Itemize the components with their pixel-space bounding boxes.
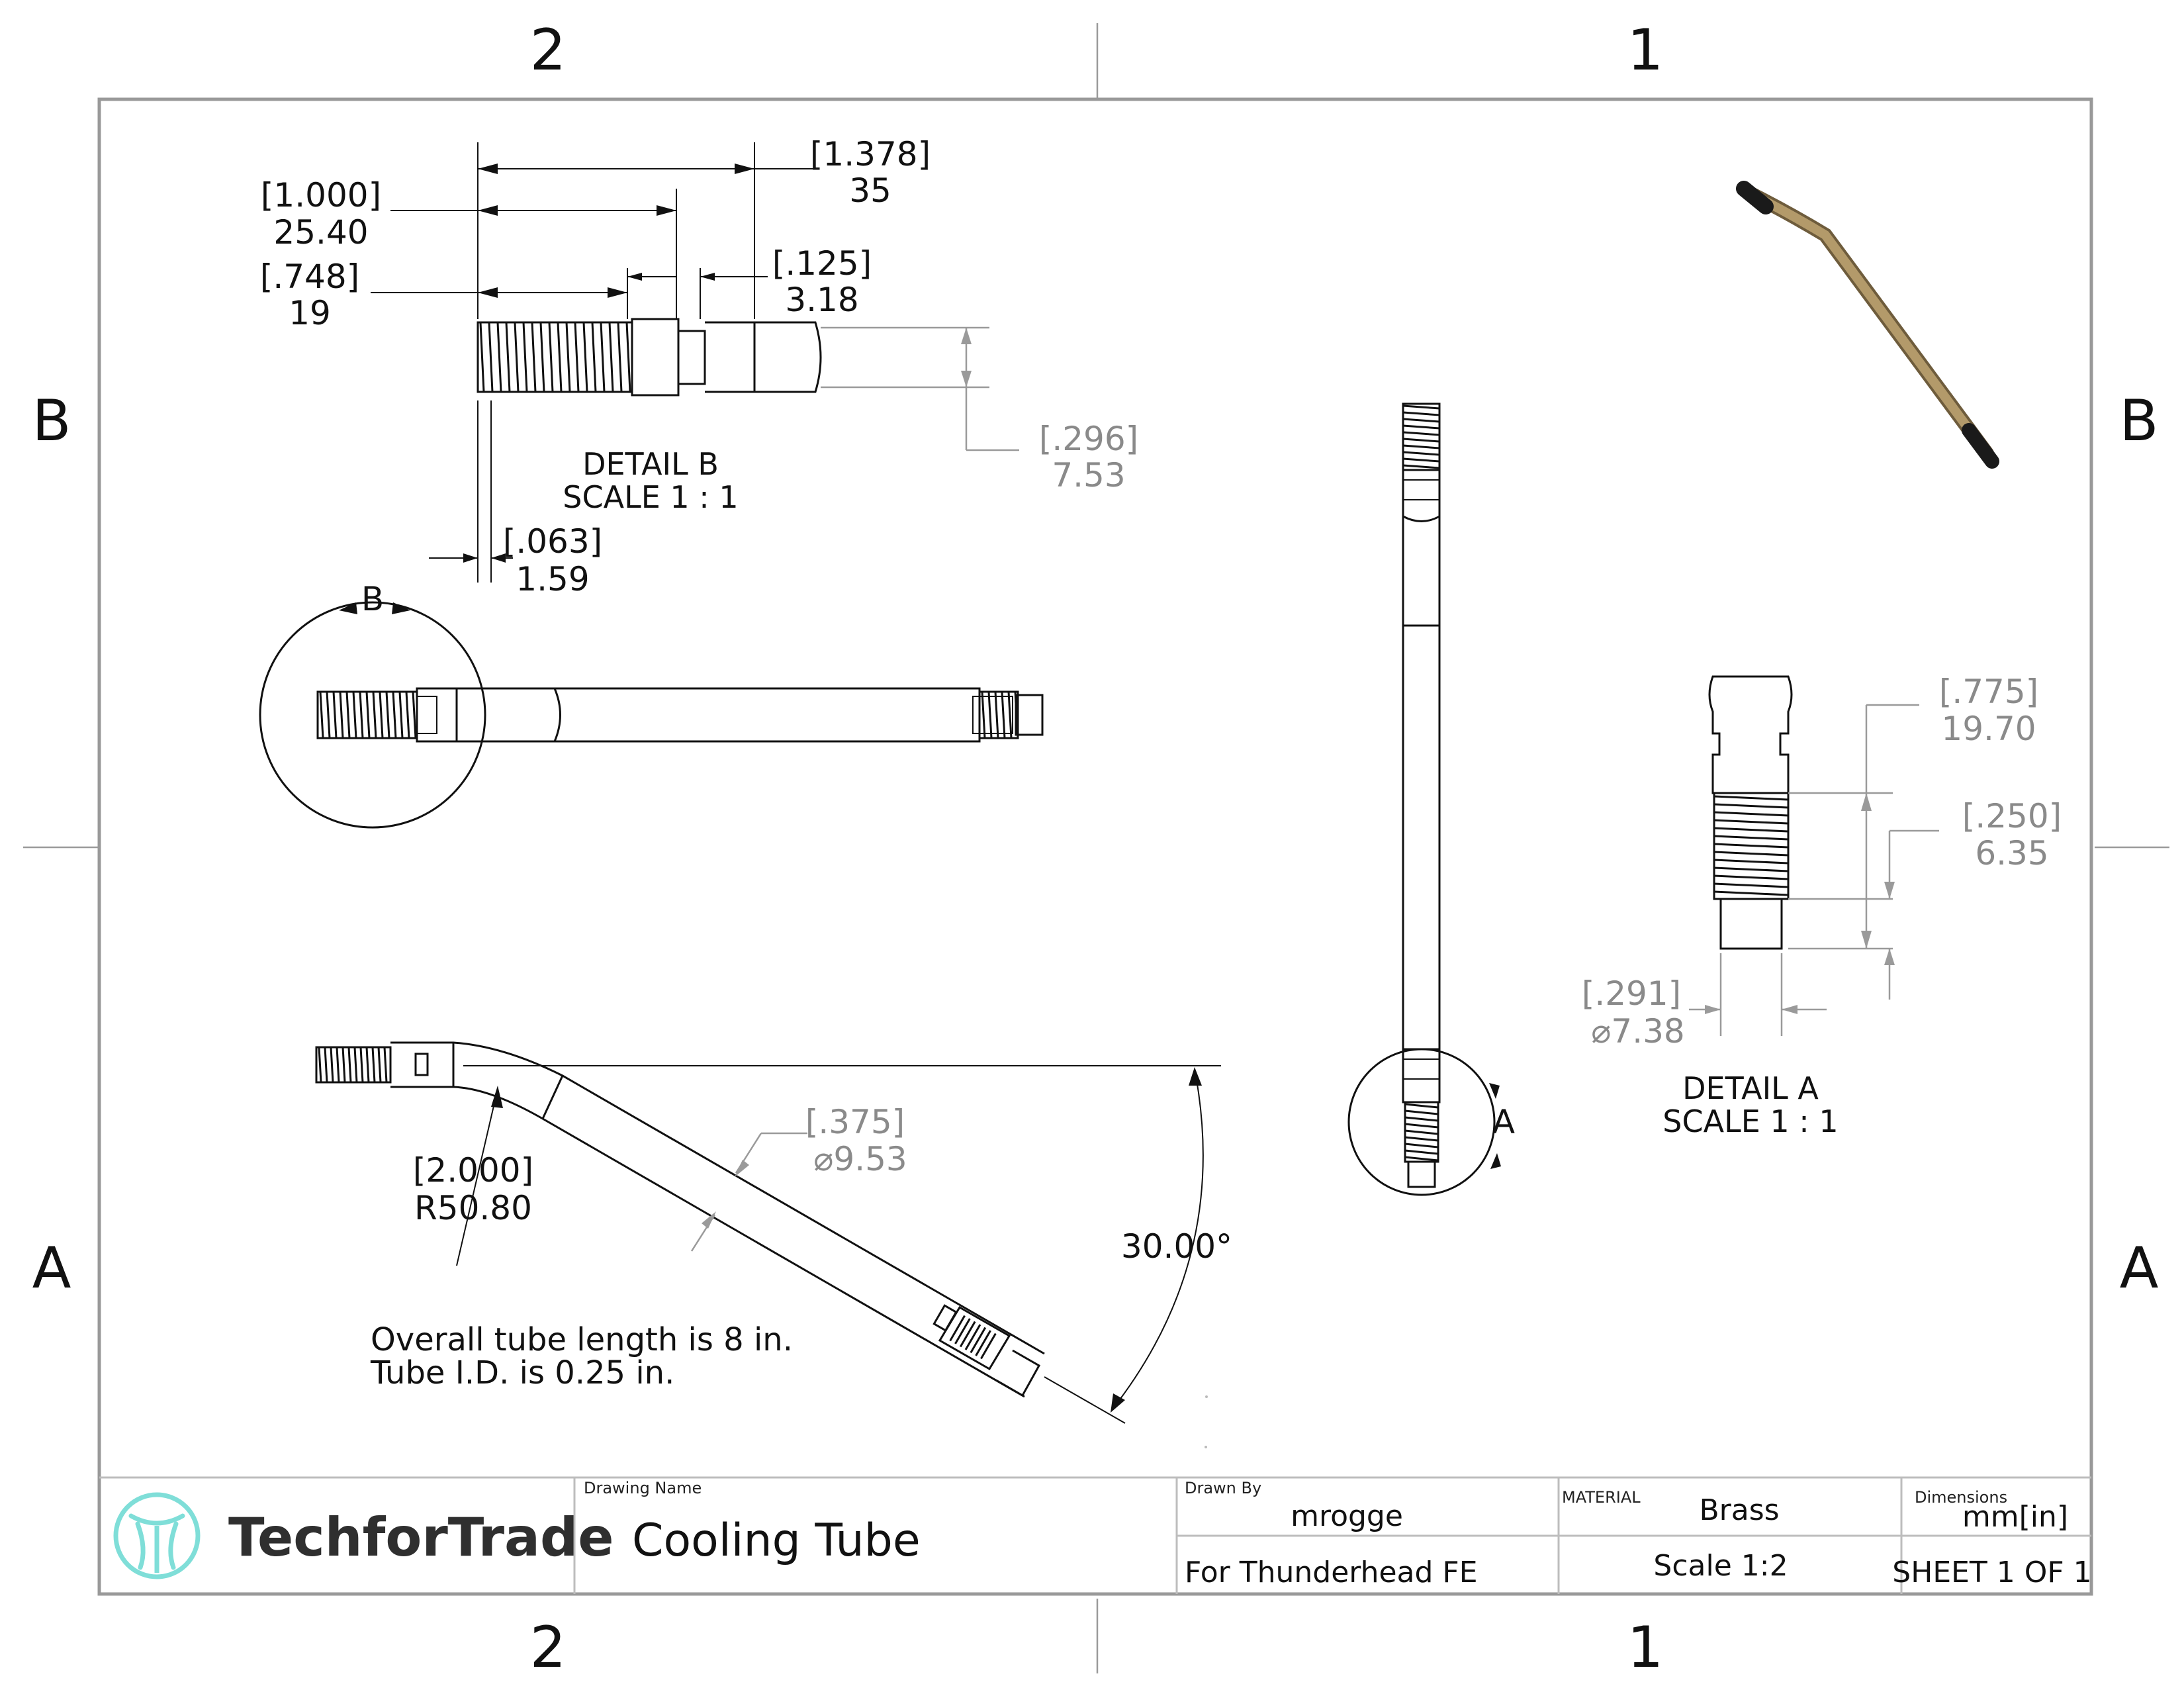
zone-label-right-b: B (2120, 388, 2159, 454)
detail-a-scale: SCALE 1 : 1 (1662, 1103, 1838, 1139)
horizontal-thread-left (319, 691, 417, 739)
dimensions-label: Dimensions (1915, 1488, 2007, 1507)
material-label: MATERIAL (1562, 1488, 1641, 1507)
zone-label-left-a: A (32, 1235, 71, 1301)
dim-b-125-in: [.125] (772, 244, 872, 283)
drawing-name-label: Drawing Name (584, 1479, 702, 1497)
dimensions-value: mm[in] (1962, 1500, 2068, 1534)
zone-label-top-2: 2 (530, 17, 567, 83)
scale-value: Scale 1:2 (1653, 1549, 1788, 1583)
detail-b-scale: SCALE 1 : 1 (563, 479, 738, 515)
dim-b-159-mm: 1.59 (516, 560, 589, 598)
vertical-tube-view: A (1347, 402, 1515, 1196)
dim-b-2540-mm: 25.40 (273, 213, 368, 252)
title-block: TechforTrade Drawing Name Cooling Tube D… (99, 1476, 2092, 1594)
dim-radius-mm: R50.80 (414, 1189, 532, 1227)
dim-a-738-mm: ⌀7.38 (1591, 1012, 1684, 1051)
company-name: TechforTrade (228, 1507, 614, 1568)
detail-b-callout: B (361, 580, 384, 618)
drawn-by-label: Drawn By (1185, 1479, 1261, 1497)
dim-b-063-in: [.063] (503, 522, 602, 561)
dim-a-291-in: [.291] (1582, 974, 1681, 1013)
drawing-name: Cooling Tube (632, 1515, 921, 1567)
zone-label-bottom-2: 2 (530, 1615, 567, 1681)
dim-b-19-mm: 19 (289, 294, 331, 332)
dim-b-35-mm: 35 (849, 171, 891, 210)
drawing-frame (97, 97, 2093, 1596)
dim-radius-in: [2.000] (413, 1151, 533, 1190)
dim-a-775-in: [.775] (1939, 673, 2038, 711)
vertical-thread-top (1402, 404, 1440, 469)
dim-angle: 30.00° (1121, 1227, 1232, 1266)
dim-tube-dia-mm: ⌀9.53 (813, 1140, 907, 1178)
bent-tube-view: 30.00° [2.000] R50.80 [.375] ⌀9.53 Overa… (315, 1041, 1232, 1424)
detail-a-callout: A (1492, 1103, 1515, 1141)
detail-a-title: DETAIL A (1682, 1070, 1819, 1106)
dim-b-1378-in: [1.378] (810, 135, 931, 173)
company-logo-icon (113, 1492, 201, 1579)
dim-a-1970-mm: 19.70 (1941, 710, 2036, 748)
dim-a-635-mm: 6.35 (1975, 834, 2048, 872)
sheet-number: SHEET 1 OF 1 (1892, 1556, 2091, 1589)
vertical-thread-bottom (1404, 1103, 1439, 1162)
detail-b-view: [1.378] 35 [1.000] 25.40 [.748] 19 [.125… (260, 135, 1138, 598)
dim-b-753-mm: 7.53 (1052, 456, 1125, 494)
dim-tube-dia-in: [.375] (805, 1103, 905, 1141)
dim-b-318-mm: 3.18 (785, 281, 858, 319)
note-tube-id: Tube I.D. is 0.25 in. (370, 1354, 674, 1391)
dim-a-250-in: [.250] (1962, 797, 2062, 835)
drawn-by-value: mrogge (1291, 1499, 1403, 1533)
detail-b-thread (479, 322, 631, 393)
bent-thread-left (318, 1047, 388, 1083)
zone-label-top-1: 1 (1627, 17, 1664, 83)
tube-3d-render (1736, 181, 1999, 469)
zone-label-bottom-1: 1 (1627, 1615, 1664, 1681)
note-tube-length: Overall tube length is 8 in. (371, 1321, 793, 1358)
horizontal-tube-view: B (259, 580, 1044, 829)
detail-a-thread (1713, 795, 1789, 896)
project-name: For Thunderhead FE (1185, 1556, 1478, 1589)
dim-b-748-in: [.748] (260, 258, 359, 296)
detail-b-title: DETAIL B (582, 446, 719, 482)
dim-b-1000-in: [1.000] (261, 176, 381, 214)
detail-a-view: [.775] 19.70 [.250] 6.35 [.291] ⌀7.38 DE… (1582, 673, 2062, 1139)
zone-label-left-b: B (32, 388, 71, 454)
material-value: Brass (1699, 1493, 1779, 1527)
bent-thread-right (938, 1305, 1011, 1371)
dim-b-296-in: [.296] (1039, 420, 1138, 458)
zone-markers: 2 1 2 1 B A B A (23, 17, 2169, 1681)
zone-label-right-a: A (2120, 1235, 2159, 1301)
